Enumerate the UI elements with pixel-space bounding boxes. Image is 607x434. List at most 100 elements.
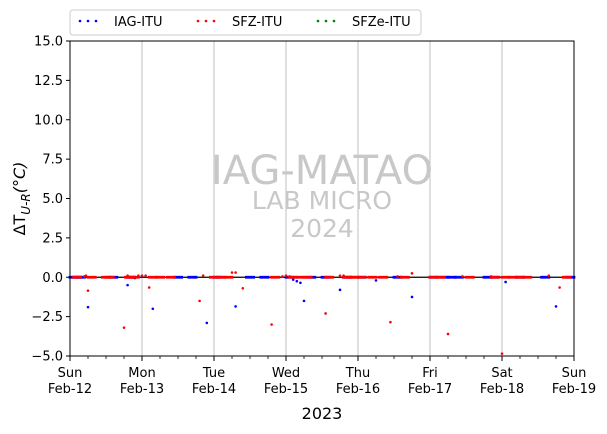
- legend[interactable]: IAG-ITU SFZ-ITU SFZe-ITU: [69, 9, 422, 36]
- x-tick-label-day: Sat: [491, 366, 512, 381]
- y-axis-label-text: ΔTU-R(°C): [10, 162, 33, 236]
- y-tick-label: −5.0: [31, 350, 63, 365]
- data-point: [500, 352, 504, 355]
- x-tick-label-date: Feb-18: [480, 382, 524, 397]
- data-point: [205, 321, 209, 325]
- legend-label: SFZ-ITU: [232, 15, 282, 30]
- x-tick-label-day: Sun: [562, 366, 587, 381]
- watermark-line3: 2024: [290, 214, 354, 243]
- legend-marker-dot: [324, 19, 328, 23]
- data-point: [241, 286, 245, 290]
- legend-marker-dot: [332, 19, 336, 23]
- y-axis: −5.0 −2.5 0.0 2.5 5.0 7.5 10.0 12.5 15.0: [31, 35, 70, 365]
- data-point: [230, 271, 234, 274]
- data-point: [126, 283, 129, 287]
- data-point: [396, 275, 399, 278]
- data-point: [446, 275, 457, 279]
- data-point: [504, 280, 507, 284]
- data-point: [367, 275, 378, 279]
- data-point: [84, 274, 88, 277]
- y-tick-label: −2.5: [31, 310, 63, 325]
- data-point: [86, 305, 90, 309]
- x-tick-label-day: Thu: [345, 366, 370, 381]
- legend-item: SFZe-ITU: [316, 15, 411, 30]
- data-point: [270, 275, 281, 279]
- data-point: [446, 332, 450, 336]
- y-tick-label: 12.5: [34, 74, 63, 89]
- x-axis-label: 2023: [302, 404, 343, 423]
- data-point: [216, 275, 227, 279]
- data-point: [155, 275, 165, 279]
- y-tick-label: 15.0: [34, 35, 63, 50]
- data-point: [302, 275, 313, 279]
- data-point: [144, 274, 147, 277]
- data-point: [284, 274, 288, 277]
- data-point: [399, 275, 410, 279]
- watermark: IAG-MATAO LAB MICRO 2024: [211, 148, 433, 243]
- y-tick-label: 5.0: [42, 192, 63, 207]
- x-tick-label-day: Wed: [272, 366, 300, 381]
- legend-label: IAG-ITU: [114, 15, 163, 30]
- data-point: [129, 275, 140, 279]
- x-tick-label-date: Feb-15: [264, 382, 308, 397]
- legend-item: SFZ-ITU: [196, 15, 282, 30]
- data-point: [324, 275, 335, 279]
- data-point: [201, 274, 205, 277]
- legend-marker-dot: [204, 19, 208, 23]
- x-tick-label-day: Tue: [202, 366, 225, 381]
- data-point: [324, 312, 327, 315]
- data-point: [338, 274, 342, 277]
- data-point: [554, 305, 558, 308]
- y-tick-label: 0.0: [42, 271, 63, 286]
- y-tick-label: 10.0: [34, 113, 63, 128]
- x-axis: SunFeb-12MonFeb-13TueFeb-14WedFeb-15ThuF…: [48, 356, 596, 397]
- data-point: [295, 279, 299, 283]
- data-point: [515, 275, 525, 279]
- data-point: [234, 271, 237, 274]
- data-point: [209, 275, 219, 279]
- data-point: [428, 275, 439, 279]
- grid-lines: [141, 41, 503, 356]
- data-point: [453, 275, 464, 279]
- data-point: [259, 275, 270, 279]
- legend-label: SFZe-ITU: [352, 15, 411, 30]
- data-point: [223, 275, 234, 279]
- x-tick-label-day: Sun: [58, 366, 83, 381]
- data-point: [561, 275, 572, 279]
- data-point: [389, 320, 392, 324]
- legend-marker-dot: [78, 19, 82, 23]
- data-point: [151, 307, 155, 311]
- data-point: [435, 275, 446, 279]
- data-point: [482, 275, 493, 279]
- data-point: [140, 274, 144, 277]
- data-point: [173, 275, 183, 279]
- x-tick-label-date: Feb-19: [552, 382, 596, 397]
- x-tick-label-day: Mon: [128, 366, 155, 381]
- legend-marker-dot: [316, 19, 320, 23]
- data-point: [86, 275, 97, 279]
- x-tick-label-date: Feb-14: [192, 382, 236, 397]
- x-tick-label-day: Fri: [422, 366, 438, 381]
- legend-marker-dot: [196, 19, 200, 23]
- data-point: [378, 275, 389, 279]
- data-point: [137, 274, 140, 277]
- data-point: [234, 305, 237, 308]
- watermark-line1: IAG-MATAO: [211, 148, 433, 194]
- data-point: [547, 274, 551, 277]
- data-point: [356, 275, 367, 279]
- data-point: [558, 286, 561, 289]
- data-point: [338, 288, 342, 292]
- data-point: [410, 295, 414, 299]
- data-point: [86, 289, 90, 292]
- x-tick-label-date: Feb-13: [120, 382, 164, 397]
- data-point: [500, 275, 511, 279]
- legend-box: [69, 9, 422, 36]
- data-point: [72, 275, 83, 279]
- legend-item: IAG-ITU: [78, 15, 163, 30]
- y-tick-label: 7.5: [42, 153, 63, 168]
- data-point: [122, 326, 126, 329]
- data-point: [147, 275, 158, 279]
- data-point: [291, 278, 295, 281]
- y-tick-label: 2.5: [42, 231, 63, 246]
